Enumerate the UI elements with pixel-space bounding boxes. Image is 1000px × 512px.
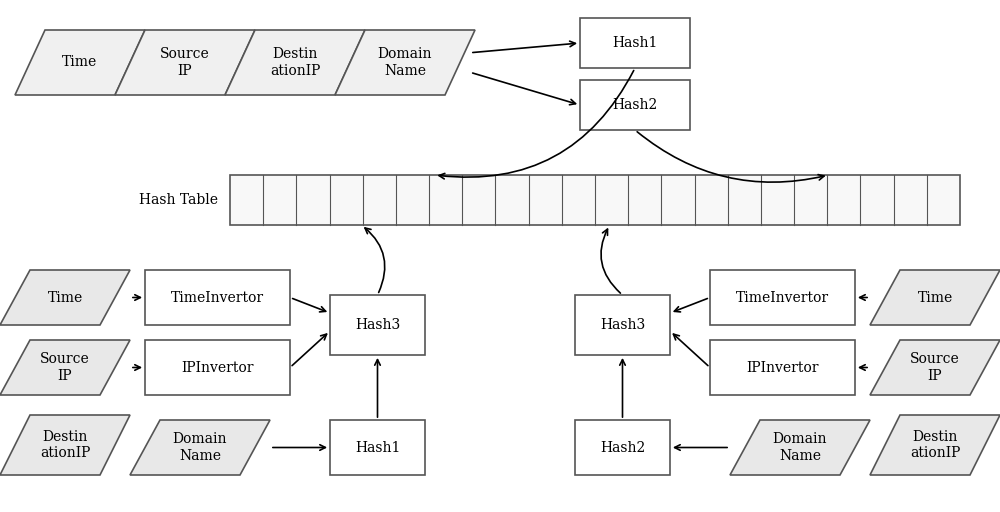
Polygon shape xyxy=(145,270,290,325)
Polygon shape xyxy=(870,270,1000,325)
Text: Destin
ationIP: Destin ationIP xyxy=(910,430,960,460)
Text: Hash Table: Hash Table xyxy=(139,193,218,207)
Text: Hash2: Hash2 xyxy=(600,440,645,455)
Polygon shape xyxy=(225,30,365,95)
Polygon shape xyxy=(0,415,130,475)
Text: Source
IP: Source IP xyxy=(40,352,90,382)
Text: Hash1: Hash1 xyxy=(355,440,400,455)
Text: Hash1: Hash1 xyxy=(612,36,658,50)
Polygon shape xyxy=(230,175,960,225)
Text: Hash3: Hash3 xyxy=(600,318,645,332)
Polygon shape xyxy=(0,340,130,395)
Text: Hash2: Hash2 xyxy=(612,98,658,112)
Text: Hash3: Hash3 xyxy=(355,318,400,332)
Polygon shape xyxy=(730,420,870,475)
Text: Destin
ationIP: Destin ationIP xyxy=(40,430,90,460)
Text: Time: Time xyxy=(62,55,98,70)
Polygon shape xyxy=(580,80,690,130)
Polygon shape xyxy=(0,270,130,325)
Text: Destin
ationIP: Destin ationIP xyxy=(270,48,320,78)
Polygon shape xyxy=(575,295,670,355)
Polygon shape xyxy=(335,30,475,95)
Text: Time: Time xyxy=(47,290,83,305)
Polygon shape xyxy=(330,295,425,355)
Text: Domain
Name: Domain Name xyxy=(773,433,827,463)
Text: TimeInvertor: TimeInvertor xyxy=(171,290,264,305)
Polygon shape xyxy=(330,420,425,475)
Text: IPInvertor: IPInvertor xyxy=(181,360,254,374)
Polygon shape xyxy=(145,340,290,395)
Polygon shape xyxy=(130,420,270,475)
Text: Source
IP: Source IP xyxy=(160,48,210,78)
Text: IPInvertor: IPInvertor xyxy=(746,360,819,374)
Polygon shape xyxy=(15,30,145,95)
Text: TimeInvertor: TimeInvertor xyxy=(736,290,829,305)
Polygon shape xyxy=(710,340,855,395)
Text: Domain
Name: Domain Name xyxy=(378,48,432,78)
Polygon shape xyxy=(115,30,255,95)
Polygon shape xyxy=(710,270,855,325)
Polygon shape xyxy=(870,415,1000,475)
Polygon shape xyxy=(580,18,690,68)
Polygon shape xyxy=(575,420,670,475)
Polygon shape xyxy=(870,340,1000,395)
Text: Domain
Name: Domain Name xyxy=(173,433,227,463)
Text: Time: Time xyxy=(917,290,953,305)
Text: Source
IP: Source IP xyxy=(910,352,960,382)
